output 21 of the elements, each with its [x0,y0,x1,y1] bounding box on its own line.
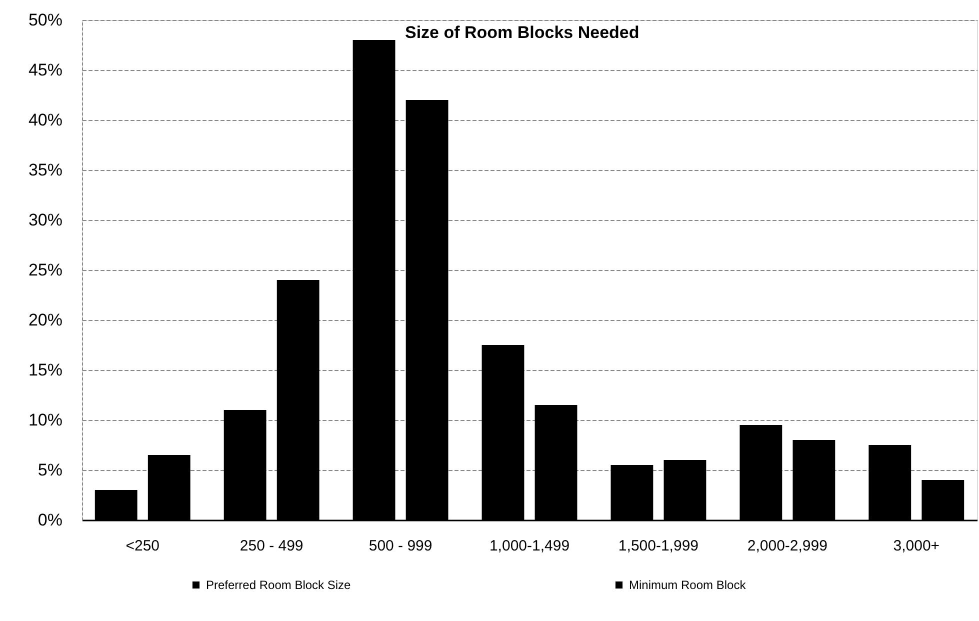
legend-label: Minimum Room Block [629,578,747,592]
x-tick-label: <250 [126,538,160,554]
y-tick-label: 45% [28,60,62,80]
y-tick-label: 15% [28,360,62,380]
legend-label: Preferred Room Block Size [206,578,352,592]
y-tick-label: 5% [38,460,62,480]
x-tick-label: 1,500-1,999 [618,538,698,554]
x-tick-label: 3,000+ [893,538,940,554]
chart-title: Size of Room Blocks Needed [405,23,640,42]
y-tick-label: 20% [28,310,62,330]
x-tick-label: 1,000-1,499 [489,538,570,554]
x-tick-label: 250 - 499 [240,538,304,554]
y-tick-label: 10% [28,410,62,430]
y-tick-label: 25% [28,260,62,280]
y-tick-label: 35% [28,160,62,180]
y-tick-label: 50% [28,10,62,30]
x-tick-label: 2,000-2,999 [747,538,828,554]
y-tick-label: 40% [28,110,62,130]
y-tick-label: 30% [28,210,62,230]
y-tick-label: 0% [38,510,62,530]
x-tick-label: 500 - 999 [368,538,432,554]
